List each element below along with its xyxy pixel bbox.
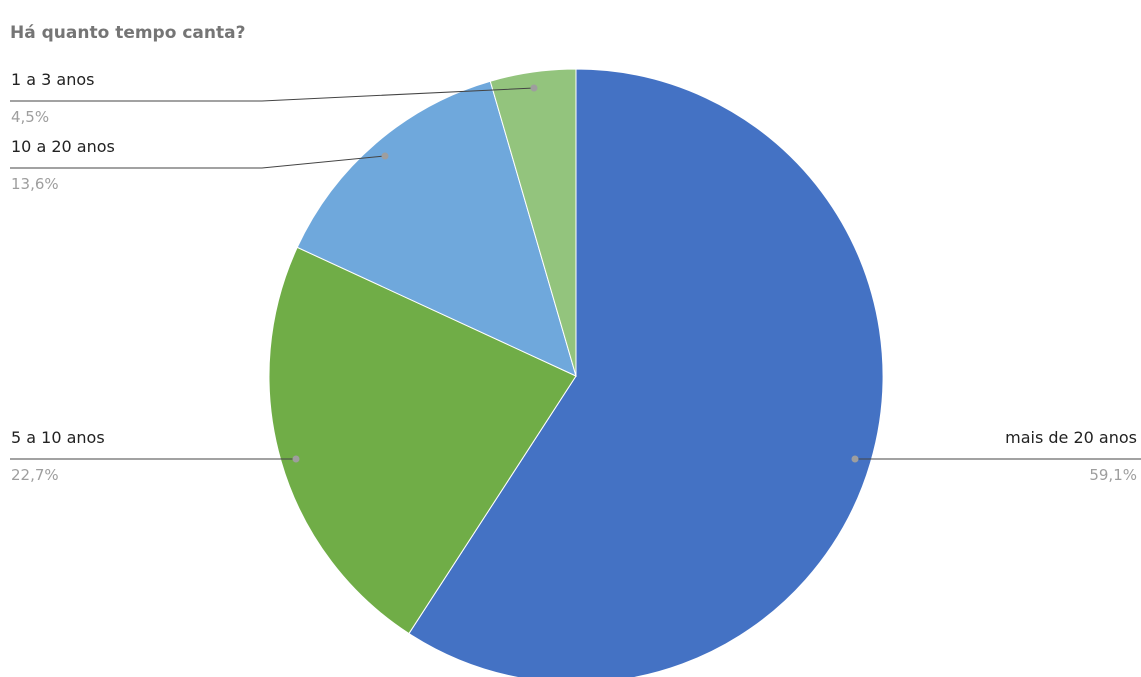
slice-label-group-2: 5 a 10 anos 22,7% xyxy=(10,428,300,484)
slice-label: 1 a 3 anos xyxy=(11,70,95,89)
pie-slice-1 xyxy=(408,68,884,677)
leader-line xyxy=(10,155,386,169)
leader-dot xyxy=(530,84,538,92)
slice-label: 10 a 20 anos xyxy=(11,137,115,156)
pie-slice-3 xyxy=(296,80,577,377)
leader-dot xyxy=(851,455,859,463)
slice-label-group-4: 1 a 3 anos 4,5% xyxy=(10,70,538,126)
slice-percent: 59,1% xyxy=(1089,466,1137,484)
slice-label-group-3: 10 a 20 anos 13,6% xyxy=(10,137,389,193)
pie-slices xyxy=(268,68,884,677)
chart-title: Há quanto tempo canta? xyxy=(10,23,245,43)
slice-percent: 13,6% xyxy=(11,175,59,193)
leader-dot xyxy=(381,152,389,160)
slice-label: mais de 20 anos xyxy=(1005,428,1137,447)
pie-slice-2 xyxy=(268,246,577,635)
slice-percent: 22,7% xyxy=(11,466,59,484)
slice-label-group-1: mais de 20 anos 59,1% xyxy=(851,428,1141,484)
leader-dot xyxy=(292,455,300,463)
slice-label: 5 a 10 anos xyxy=(11,428,105,447)
leader-line xyxy=(10,87,535,102)
pie-labels: mais de 20 anos 59,1% 5 a 10 anos 22,7% 10 a… xyxy=(10,70,1141,484)
slice-percent: 4,5% xyxy=(11,108,49,126)
pie-slice-4 xyxy=(489,68,577,377)
